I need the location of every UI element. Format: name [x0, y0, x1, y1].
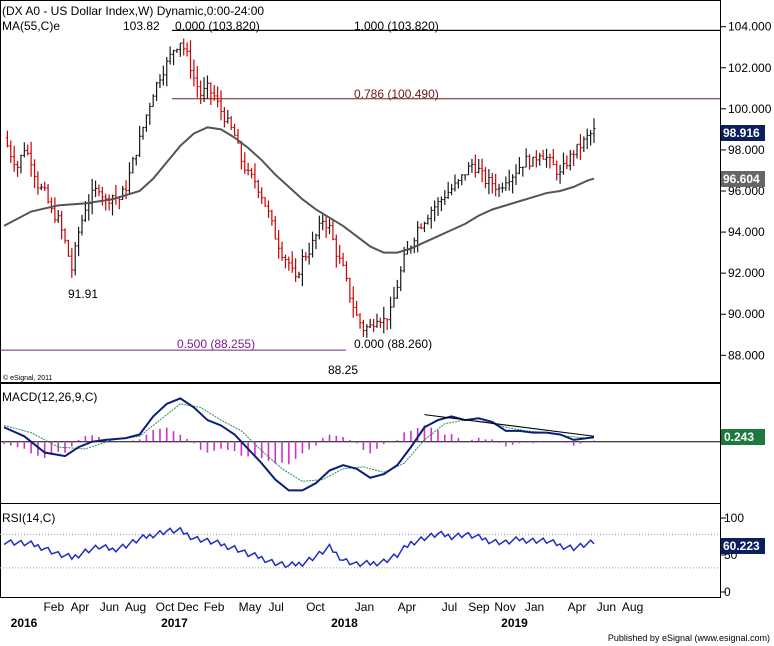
macd-line [3, 397, 595, 492]
rsi-tick-label: 0 [724, 585, 731, 599]
rsi-panel [0, 503, 721, 598]
x-month-label: Feb [43, 600, 64, 614]
x-month-label: Aug [125, 600, 146, 614]
macd-value-badge: 0.243 [721, 429, 765, 445]
macd-title: MACD(12,26,9,C) [2, 390, 97, 404]
x-month-label: Jan [355, 600, 374, 614]
fib-label-0500: 0.500 (88.255) [177, 337, 255, 351]
x-month-label: May [239, 600, 262, 614]
svg-text:0.243: 0.243 [724, 430, 754, 444]
x-month-label: Jul [268, 600, 283, 614]
y-tick-label: 96.000 [728, 184, 765, 198]
rsi-line [3, 526, 595, 569]
macd-trendline [424, 414, 595, 437]
rsi-tick-label: 100 [724, 511, 744, 525]
x-month-label: Oct [306, 600, 325, 614]
chart-title: (DX A0 - US Dollar Index,W) Dynamic,0:00… [2, 4, 264, 18]
x-month-label: Apr [568, 600, 587, 614]
x-month-label: Jan [525, 600, 544, 614]
svg-text:96.604: 96.604 [723, 172, 760, 186]
copyright-label: © eSignal, 2011 [3, 374, 53, 382]
macd-panel [0, 383, 721, 504]
x-month-label: Sep [468, 600, 490, 614]
y-tick-label: 102.000 [728, 61, 772, 75]
axis-layer: Feb Apr Jun Aug Oct Dec Feb May Jul Oct Jan Apr Jul S… [11, 600, 644, 630]
y-tick-label: 94.000 [728, 225, 765, 239]
ma-55-line [3, 126, 595, 254]
y-tick-label: 92.000 [728, 266, 765, 280]
x-month-label: Jul [442, 600, 457, 614]
rsi-value-badge: 60.223 [721, 538, 765, 554]
x-month-label: Apr [398, 600, 417, 614]
y-tick-label: 100.000 [728, 102, 772, 116]
x-month-label: Jun [100, 600, 119, 614]
price-layer: 104.000 102.000 100.000 98.000 96.000 94.000 9… [0, 20, 772, 362]
high-value-label: 103.82 [123, 19, 160, 33]
y-tick-label: 98.000 [728, 143, 765, 157]
y-tick-label: 104.000 [728, 20, 772, 34]
x-month-label: Apr [71, 600, 90, 614]
x-month-label: Nov [494, 600, 515, 614]
y-tick-label: 90.000 [728, 307, 765, 321]
rsi-title: RSI(14,C) [2, 511, 55, 525]
last-price-badge: 98.916 [721, 125, 765, 141]
x-month-label: Dec [177, 600, 198, 614]
low-2018-label: 88.25 [328, 363, 358, 377]
x-year-label: 2018 [331, 616, 358, 630]
x-year-label: 2019 [501, 616, 528, 630]
fib-label-1000: 1.000 (103.820) [354, 19, 439, 33]
x-month-label: Jun [597, 600, 616, 614]
svg-text:60.223: 60.223 [723, 539, 760, 553]
publisher-label: Published by eSignal (www.esignal.com) [608, 633, 770, 643]
x-year-label: 2016 [11, 616, 38, 630]
x-month-label: Feb [204, 600, 225, 614]
fib-label-0786: 0.786 (100.490) [354, 87, 439, 101]
low-2016-label: 91.91 [68, 287, 98, 301]
x-year-label: 2017 [161, 616, 188, 630]
macd-layer [0, 397, 720, 492]
svg-text:98.916: 98.916 [723, 126, 760, 140]
fib-label-0000-low: 0.000 (88.260) [354, 337, 432, 351]
ma-value-badge: 96.604 [721, 171, 765, 187]
y-tick-label: 88.000 [728, 348, 765, 362]
x-month-label: Aug [622, 600, 643, 614]
ma-study-label: MA(55,C)e [2, 19, 60, 33]
x-month-label: Oct [156, 600, 175, 614]
fib-label-0000-high: 0.000 (103.820) [175, 19, 260, 33]
